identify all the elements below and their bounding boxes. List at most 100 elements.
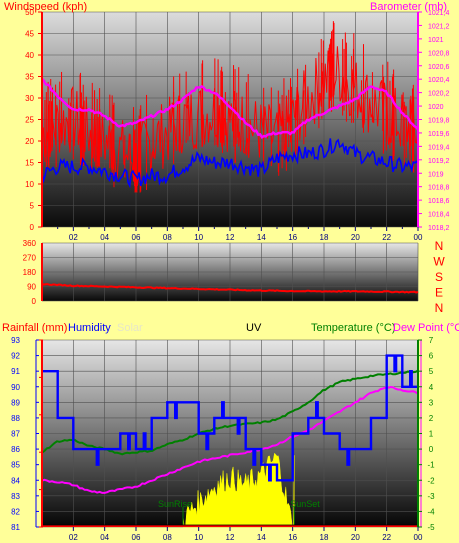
- temp-tick-label: -1: [427, 461, 435, 470]
- temp-tick-label: 0: [429, 445, 434, 454]
- baro-tick-label: 1020: [428, 104, 444, 111]
- temp-x-ticks: 02 04 06 08 10 12 14 16 18 20 22 00: [69, 527, 423, 542]
- wind-tick-label: 25: [25, 116, 34, 125]
- compass-label: N: [435, 239, 444, 253]
- uv-axis-title: UV: [246, 322, 262, 334]
- sun-markers: SunRise SunSet: [158, 499, 320, 527]
- x-tick-label: 00: [414, 533, 423, 542]
- wind-average-line: [41, 138, 419, 189]
- x-tick-label: 08: [163, 533, 172, 542]
- x-tick-label: 02: [69, 533, 78, 542]
- baro-tick-label: 1019,8: [428, 118, 450, 125]
- baro-tick-label: 1018,6: [428, 198, 450, 205]
- wind-tick-label: 0: [30, 223, 35, 232]
- humidity-tick-label: 89: [11, 398, 20, 407]
- x-tick-label: 12: [226, 533, 235, 542]
- humidity-tick-label: 84: [11, 476, 20, 485]
- temp-tick-label: 1: [429, 430, 434, 439]
- baro-tick-label: 1020,8: [428, 50, 450, 57]
- baro-tick-label: 1020,2: [428, 91, 450, 98]
- baro-tick-label: 1018,8: [428, 185, 450, 192]
- x-tick-label: 00: [414, 233, 423, 242]
- humidity-tick-label: 87: [11, 430, 20, 439]
- humidity-series: [42, 354, 418, 482]
- sunrise-label: SunRise: [158, 499, 192, 509]
- compass-label: W: [433, 255, 445, 269]
- direction-tick-label: 90: [27, 283, 36, 292]
- direction-tick-label: 360: [23, 239, 37, 248]
- temp-tick-label: 3: [429, 398, 434, 407]
- x-tick-label: 22: [382, 233, 391, 242]
- wind-gust-line: [41, 46, 419, 187]
- x-tick-label: 16: [288, 533, 297, 542]
- humidity-tick-label: 91: [11, 367, 20, 376]
- wind-tick-label: 30: [25, 94, 34, 103]
- temp-tick-label: -5: [427, 523, 435, 532]
- wind-gust-series: [41, 21, 419, 193]
- temp-axis-title: Temperature (°C): [311, 322, 395, 334]
- x-tick-label: 12: [226, 233, 235, 242]
- temp-tick-label: 4: [429, 383, 434, 392]
- sunset-label: SunSet: [290, 499, 320, 509]
- humidity-line: [42, 354, 418, 482]
- wind-tick-label: 40: [25, 51, 34, 60]
- x-tick-label: 16: [288, 233, 297, 242]
- rain-series: [42, 524, 418, 527]
- x-tick-label: 14: [257, 233, 266, 242]
- x-tick-label: 20: [351, 233, 360, 242]
- x-tick-label: 10: [194, 233, 203, 242]
- direction-series: [41, 282, 419, 294]
- humidity-tick-label: 86: [11, 445, 20, 454]
- wind-tick-label: 5: [30, 202, 35, 211]
- x-tick-label: 22: [382, 533, 391, 542]
- compass-label: S: [435, 270, 443, 284]
- barometer-series: [41, 77, 419, 140]
- wind-tick-label: 50: [25, 8, 34, 17]
- baro-tick-label: 1020,6: [428, 64, 450, 71]
- temp-tick-label: 2: [429, 414, 434, 423]
- direction-tick-label: 180: [23, 268, 37, 277]
- x-tick-label: 14: [257, 533, 266, 542]
- humidity-tick-label: 81: [11, 523, 20, 532]
- x-tick-label: 20: [351, 533, 360, 542]
- direction-line: [41, 282, 419, 294]
- x-tick-label: 04: [100, 533, 109, 542]
- temp-tick-label: 7: [429, 336, 434, 345]
- wind-tick-label: 45: [25, 30, 34, 39]
- humidity-tick-label: 83: [11, 492, 20, 501]
- solar-area: [182, 452, 295, 528]
- x-tick-label: 10: [194, 533, 203, 542]
- solar-series: [182, 452, 295, 528]
- wind-tick-label: 10: [25, 180, 34, 189]
- wind-tick-label: 15: [25, 159, 34, 168]
- humidity-tick-label: 92: [11, 352, 20, 361]
- dew-axis-title: Dew Point (°C): [393, 322, 459, 334]
- baro-tick-label: 1021,2: [428, 23, 450, 30]
- baro-y-ticks: 1018,2 1018,4 1018,6 1018,8 1019 1019,2 1019,4…: [418, 10, 450, 232]
- baro-tick-label: 1019,6: [428, 131, 450, 138]
- baro-axis-title: Barometer (mb): [370, 1, 447, 13]
- baro-tick-label: 1019,4: [428, 144, 450, 151]
- x-tick-label: 18: [320, 233, 329, 242]
- wind-y-ticks: 0 5 10 15 20 25 30 35 40 45 50: [25, 8, 42, 232]
- compass-label: N: [435, 301, 444, 315]
- direction-tick-label: 270: [23, 254, 37, 263]
- compass-label: E: [435, 286, 443, 300]
- wind-axis-title: Windspeed (kph): [4, 1, 87, 13]
- temp-tick-label: 6: [429, 352, 434, 361]
- direction-y-ticks: 0 90 180 270 360: [23, 239, 37, 306]
- wind-tick-label: 35: [25, 73, 34, 82]
- humidity-tick-label: 85: [11, 461, 20, 470]
- x-tick-label: 18: [320, 533, 329, 542]
- x-tick-label: 02: [69, 233, 78, 242]
- baro-tick-label: 1020,4: [428, 77, 450, 84]
- baro-tick-label: 1021: [428, 37, 444, 44]
- humidity-tick-label: 82: [11, 507, 20, 516]
- dewpoint-line: [41, 385, 419, 494]
- solar-axis-title: Solar: [117, 322, 143, 334]
- humidity-axis-title: Humidity: [68, 322, 111, 334]
- temp-tick-label: -4: [427, 507, 435, 516]
- baro-tick-label: 1018,4: [428, 212, 450, 219]
